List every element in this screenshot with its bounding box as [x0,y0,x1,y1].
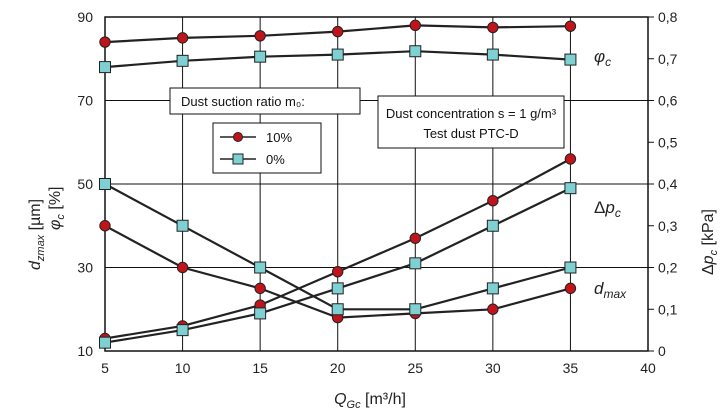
y-right-tick-0,6: 0,6 [658,93,678,109]
curve-label-dp: Δpc [594,198,621,220]
point-pc-0pct-35 [564,182,577,195]
point-c-0pct-5 [99,61,111,74]
y-left-tick-30: 30 [77,260,93,276]
y-left-tick-90: 90 [77,9,93,25]
point-pc-10pct-25 [409,232,421,244]
y-right-tick-0,2: 0,2 [658,260,678,276]
point-c-0pct-10 [176,54,189,67]
point-pc-0pct-30 [486,219,499,232]
point-pc-0pct-10 [176,324,189,337]
curve-label-phi: φc [594,47,611,69]
point-c-0pct-15 [254,50,267,63]
x-tick-20: 20 [330,360,346,376]
tick-labels: 5 10 15 20 25 30 35 40 10 30 50 70 90 0 0,1 0,2 0,3 0,4 0,… [77,9,677,376]
y-right-tick-0,1: 0,1 [658,301,678,317]
info-box-frame [377,95,565,149]
y-left-tick-70: 70 [77,93,93,109]
curve-label-dmax: dmax [594,279,627,301]
legend-marker-circle [233,132,243,142]
y-right-tick-0: 0 [658,343,666,359]
y-right-tick-0,7: 0,7 [658,51,678,67]
point-pc-10pct-35 [564,153,577,165]
point-dmax-10pct-30 [487,303,499,315]
x-tick-15: 15 [252,360,268,376]
point-c-0pct-20 [331,48,344,61]
point-pc-0pct-15 [254,307,267,320]
point-pc-10pct-20 [332,265,344,278]
point-pc-10pct-30 [487,195,499,207]
point-dmax-0pct-15 [254,261,267,274]
legend: Dust suction ratio m₀: 10% 0% [169,87,361,174]
point-c-0pct-30 [486,48,499,61]
x-tick-5: 5 [101,360,109,376]
x-axis-label: QGc [m³/h] [334,391,406,411]
y-left-tick-50: 50 [77,176,93,192]
legend-title: Dust suction ratio m₀: [181,94,305,109]
point-dmax-10pct-15 [254,282,266,295]
point-dmax-0pct-30 [486,282,499,295]
x-tick-10: 10 [175,360,191,376]
point-dmax-0pct-20 [331,303,344,316]
legend-label-0: 0% [266,152,285,167]
point-c-10pct-25 [409,19,421,32]
point-dmax-10pct-5 [99,220,111,232]
y-left-tick-10: 10 [77,343,93,359]
point-dmax-10pct-10 [176,261,189,274]
point-dmax-0pct-35 [564,261,577,274]
x-tick-30: 30 [485,360,501,376]
point-pc-0pct-5 [99,336,111,349]
y-right-tick-0,3: 0,3 [658,218,678,234]
point-c-10pct-5 [99,36,111,48]
y-axis-left-label-dzmax: dzmax [µm] [27,199,47,270]
point-c-0pct-35 [564,53,577,66]
x-tick-25: 25 [407,360,423,376]
legend-marker-square [232,153,244,165]
point-c-10pct-30 [487,21,499,34]
info-line-2: Test dust PTC-D [423,126,518,141]
x-tick-40: 40 [640,360,656,376]
point-pc-0pct-20 [331,282,344,295]
x-tick-35: 35 [563,360,579,376]
point-c-10pct-10 [176,32,189,44]
point-c-0pct-25 [409,45,422,58]
point-dmax-0pct-25 [409,303,422,316]
y-axis-right-label: Δpc [kPa] [700,209,720,275]
series-layer [99,19,577,349]
y-right-tick-0,5: 0,5 [658,134,678,150]
legend-entries-box [212,122,322,174]
point-c-10pct-15 [254,30,266,42]
point-dmax-0pct-10 [176,219,189,232]
info-line-1: Dust concentration s = 1 g/m³ [386,106,557,121]
point-c-10pct-35 [564,20,577,32]
y-axis-left-label-phi: φc [%] [47,187,67,231]
legend-label-10: 10% [266,130,292,145]
legend-title-box [169,87,361,115]
point-c-10pct-20 [332,25,344,38]
info-box: Dust concentration s = 1 g/m³ Test dust … [377,95,565,149]
point-dmax-10pct-35 [564,282,577,295]
point-dmax-0pct-5 [99,178,111,190]
y-right-tick-0,8: 0,8 [658,9,678,25]
point-pc-0pct-25 [409,257,422,270]
y-right-tick-0,4: 0,4 [658,176,678,192]
